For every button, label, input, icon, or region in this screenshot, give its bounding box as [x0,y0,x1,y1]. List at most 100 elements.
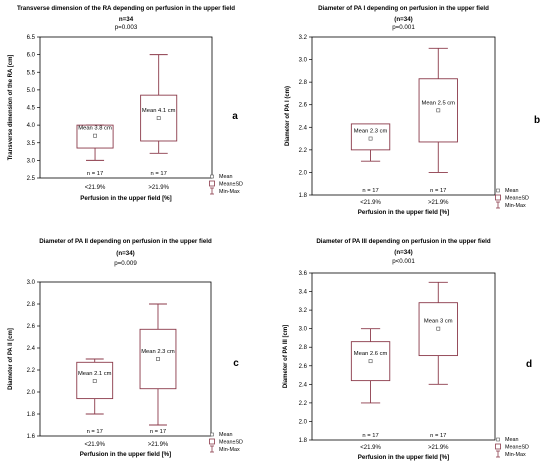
y-axis-label: Diameter of PA I (cm) [285,86,291,146]
legend-sd-label: Mean±SD [505,196,529,202]
x-category-label: <21.9% [84,442,105,448]
legend-sd-swatch [209,438,215,445]
x-axis-label: Perfusion in the upper field [%] [358,454,449,461]
chart-panel-c: Diameter of PA II depending on perfusion… [8,238,243,458]
mean-marker [93,133,97,138]
y-tick-label: 5.0 [27,88,36,94]
mean-value-label: Mean 2.1 cm [78,371,112,377]
panel-letter: c [233,358,239,369]
y-tick-label: 2.0 [27,390,36,396]
legend-mean-swatch [496,188,500,193]
y-tick-label: 4.5 [27,106,36,112]
x-category-label: <21.9% [360,445,381,451]
y-tick-label: 1.8 [27,412,36,418]
legend-sd-swatch [495,194,501,201]
y-tick-label: 3.6 [299,271,308,277]
mean-value-label: Mean 2.6 cm [354,351,388,357]
legend-mean-label: Mean [219,432,233,438]
legend-minmax-label: Min-Max [219,189,240,195]
group-n-label: n = 17 [151,171,167,177]
legend-sd-swatch [495,443,501,450]
group-n-label: n = 17 [150,429,166,435]
legend-mean-swatch [210,174,214,179]
chart-title: Transverse dimension of the RA depending… [17,5,235,12]
group-n-label: n = 17 [87,429,103,435]
x-category-label: >21.9% [148,442,169,448]
y-tick-label: 2.2 [27,368,36,374]
p-value-label: p<0.001 [392,258,415,265]
mean-value-label: Mean 2.3 cm [354,129,388,135]
y-tick-label: 3.4 [299,290,308,296]
mean-marker [436,108,441,113]
chart-title: Diameter of PA I depending on perfusion … [318,5,489,12]
y-tick-label: 2.2 [299,148,308,154]
y-tick-label: 6.0 [27,53,36,59]
p-value-label: p=0.001 [392,24,415,31]
y-tick-label: 4.0 [27,123,36,129]
y-tick-label: 2.0 [299,419,308,425]
y-tick-label: 2.4 [299,382,308,388]
mean-marker [436,326,441,331]
legend-minmax-label: Min-Max [505,203,526,209]
mean-value-label: Mean 3.8 cm [78,126,112,132]
p-value-label: p=0.003 [115,24,138,31]
mean-marker [92,379,97,383]
y-axis-label: Transverse dimension of the RA [cm] [8,55,14,161]
y-tick-label: 2.8 [299,345,308,351]
y-tick-label: 6.5 [27,35,36,41]
legend-sd-label: Mean±SD [219,182,243,188]
y-tick-label: 2.6 [299,364,308,370]
sample-size-label: n=34 [119,16,134,23]
legend-minmax-label: Min-Max [505,452,526,458]
mean-value-label: Mean 4.1 cm [142,108,176,114]
group-n-label: n = 17 [430,433,446,439]
legend-minmax-label: Min-Max [219,447,240,453]
plot-frame [311,36,496,196]
y-tick-label: 5.5 [27,70,36,76]
chart-title: Diameter of PA III depending on perfusio… [316,238,491,245]
y-tick-label: 2.6 [27,324,36,330]
group-n-label: n = 17 [362,433,378,439]
y-tick-label: 1.8 [299,438,308,444]
y-tick-label: 3.5 [27,141,36,147]
legend-mean-swatch [210,432,214,437]
y-tick-label: 3.0 [27,158,36,164]
y-tick-label: 2.8 [299,80,308,86]
x-axis-label: Perfusion in the upper field [%] [358,209,449,216]
legend-mean-swatch [496,437,500,442]
y-tick-label: 3.0 [299,58,308,64]
group-n-label: n = 17 [362,188,378,194]
y-tick-label: 3.2 [299,35,308,41]
legend-sd-swatch [209,180,215,187]
plot-frame [39,281,212,437]
legend-mean-label: Mean [219,174,233,180]
mean-marker [368,359,373,364]
x-axis-label: Perfusion in the upper field [%] [80,195,171,202]
legend-mean-label: Mean [505,188,519,194]
mean-marker [368,136,373,141]
y-tick-label: 2.4 [27,346,36,352]
y-tick-label: 2.6 [299,103,308,109]
panel-letter: d [526,359,532,370]
legend-sd-label: Mean±SD [219,440,243,446]
x-category-label: >21.9% [428,200,449,206]
sample-size-label: (n=34) [394,249,412,256]
mean-marker [156,357,160,361]
chart-panel-d: Diameter of PA III depending on perfusio… [283,238,532,461]
x-category-label: >21.9% [428,445,449,451]
sample-size-label: (n=34) [394,16,412,23]
x-category-label: <21.9% [360,200,381,206]
p-value-label: p=0.009 [114,260,137,267]
x-category-label: <21.9% [85,185,106,191]
legend-sd-label: Mean±SD [505,445,529,451]
x-category-label: >21.9% [148,185,169,191]
y-tick-label: 2.0 [299,170,308,176]
y-axis-label: Diameter of PA II [cm] [8,328,14,390]
legend-mean-label: Mean [505,437,519,443]
plot-frame [39,36,213,179]
x-axis-label: Perfusion in the upper field [%] [80,451,171,458]
plot-frame [311,272,496,441]
y-tick-label: 1.6 [27,434,36,440]
sample-size-label: (n=34) [116,250,134,257]
y-tick-label: 2.8 [27,302,36,308]
